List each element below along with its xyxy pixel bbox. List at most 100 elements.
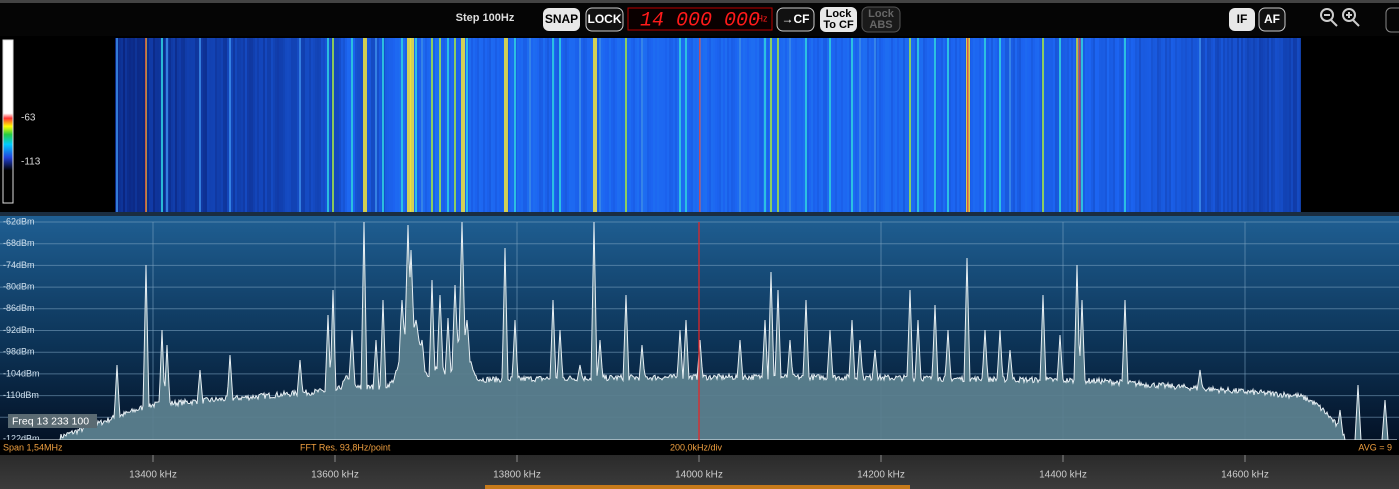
lock-button-bg[interactable] (585, 7, 624, 32)
frequency-label: 14000 kHz (675, 470, 723, 481)
waterfall-column (703, 38, 705, 212)
waterfall-column (311, 38, 313, 212)
waterfall-column (1111, 38, 1113, 212)
waterfall-column (173, 38, 175, 212)
zoom-in-handle[interactable] (1352, 19, 1360, 27)
zoom-out-handle[interactable] (1330, 19, 1338, 27)
waterfall-column (185, 38, 187, 212)
zoom-in[interactable] (1342, 8, 1360, 27)
waterfall-column (937, 38, 939, 212)
waterfall-column (1155, 38, 1157, 212)
waterfall-column (591, 38, 593, 212)
lock-abs-bg[interactable] (861, 6, 901, 33)
af-text[interactable]: AF (1264, 12, 1280, 26)
frequency-display[interactable]: 14 000 000 Hz (627, 7, 773, 32)
lock-to-cf-line2[interactable]: To CF (823, 19, 854, 31)
lock-abs-button[interactable]: Lock ABS (861, 6, 901, 33)
lock-button[interactable]: LOCK (585, 7, 624, 32)
frequency-box[interactable] (627, 7, 773, 31)
waterfall-column (137, 38, 139, 212)
waterfall-column (1023, 38, 1025, 212)
lock-to-cf-bg[interactable] (820, 7, 857, 32)
waterfall-column (237, 38, 239, 212)
waterfall-column (543, 38, 545, 212)
waterfall-column (1245, 38, 1247, 212)
waterfall-column (809, 38, 811, 212)
waterfall-column (149, 38, 151, 212)
if-text[interactable]: IF (1237, 12, 1248, 26)
zoom-in-lens[interactable] (1342, 8, 1356, 22)
waterfall-column (643, 38, 645, 212)
waterfall-column (1143, 38, 1145, 212)
waterfall-column (211, 38, 213, 212)
frequency-value[interactable]: 14 000 000 (640, 9, 760, 32)
snap-button[interactable]: SNAP (543, 8, 580, 31)
waterfall-column (1261, 38, 1263, 212)
waterfall-column (963, 38, 965, 212)
waterfall-column (1295, 38, 1297, 212)
to-cf-button[interactable]: →CF (776, 7, 815, 32)
waterfall-column (397, 38, 399, 212)
waterfall-column (535, 38, 537, 212)
waterfall-column (163, 38, 165, 212)
waterfall-column (1103, 38, 1105, 212)
frequency-unit: Hz (757, 13, 768, 23)
waterfall-column (509, 38, 511, 212)
waterfall-column (177, 38, 179, 212)
af-bg[interactable] (1258, 7, 1286, 32)
snap-button-bg[interactable] (543, 8, 580, 31)
waterfall-column (1265, 38, 1267, 212)
snap-text[interactable]: SNAP (545, 12, 578, 26)
frequency-axis-labels: 13400 kHz 13600 kHz 13800 kHz 14000 kHz 1420… (129, 455, 1269, 481)
waterfall-column (797, 38, 799, 212)
waterfall-column (303, 38, 305, 212)
spectrum-trace (20, 221, 1397, 441)
waterfall-column (1099, 38, 1101, 212)
waterfall-column (1231, 38, 1233, 212)
waterfall-column (1225, 38, 1227, 212)
waterfall-column (791, 38, 793, 212)
to-cf-bg[interactable] (776, 7, 815, 32)
waterfall-signal (770, 38, 772, 212)
waterfall-column (605, 38, 607, 212)
waterfall-column (891, 38, 893, 212)
waterfall-column (945, 38, 947, 212)
waterfall-column (181, 38, 183, 212)
lock-abs-line1[interactable]: Lock (868, 8, 895, 20)
waterfall-column (957, 38, 959, 212)
waterfall-column (1269, 38, 1271, 212)
zoom-out[interactable] (1320, 8, 1338, 27)
waterfall-column (263, 38, 265, 212)
waterfall-column (473, 38, 475, 212)
zoom-out-lens[interactable] (1320, 8, 1334, 22)
waterfall-column (283, 38, 285, 212)
waterfall-column (151, 38, 153, 212)
waterfall (115, 38, 1301, 212)
menu-button[interactable] (1385, 7, 1399, 33)
waterfall-signal (984, 38, 986, 212)
to-cf-text[interactable]: →CF (782, 12, 810, 26)
waterfall-column (737, 38, 739, 212)
waterfall-column (1071, 38, 1073, 212)
waterfall-column (215, 38, 217, 212)
lock-to-cf-line1[interactable]: Lock (826, 8, 853, 20)
lock-abs-line2[interactable]: ABS (869, 19, 892, 31)
scale-top-label: -63 (21, 113, 36, 124)
waterfall-column (635, 38, 637, 212)
waterfall-column (1217, 38, 1219, 212)
waterfall-column (745, 38, 747, 212)
lock-text[interactable]: LOCK (588, 12, 622, 26)
status-bar (0, 440, 1399, 455)
af-button[interactable]: AF (1258, 7, 1286, 32)
waterfall-column (715, 38, 717, 212)
lock-to-cf-button[interactable]: Lock To CF (820, 7, 857, 32)
waterfall-column (837, 38, 839, 212)
waterfall-column (691, 38, 693, 212)
if-bg[interactable] (1229, 8, 1255, 31)
if-button[interactable]: IF (1229, 8, 1255, 31)
waterfall-column (1257, 38, 1259, 212)
waterfall-column (661, 38, 663, 212)
waterfall-column (1187, 38, 1189, 212)
waterfall-column (153, 38, 155, 212)
waterfall-column (743, 38, 745, 212)
